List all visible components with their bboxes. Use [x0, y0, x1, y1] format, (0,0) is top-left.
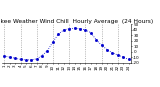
Title: Milwaukee Weather Wind Chill  Hourly Average  (24 Hours): Milwaukee Weather Wind Chill Hourly Aver… [0, 19, 153, 24]
